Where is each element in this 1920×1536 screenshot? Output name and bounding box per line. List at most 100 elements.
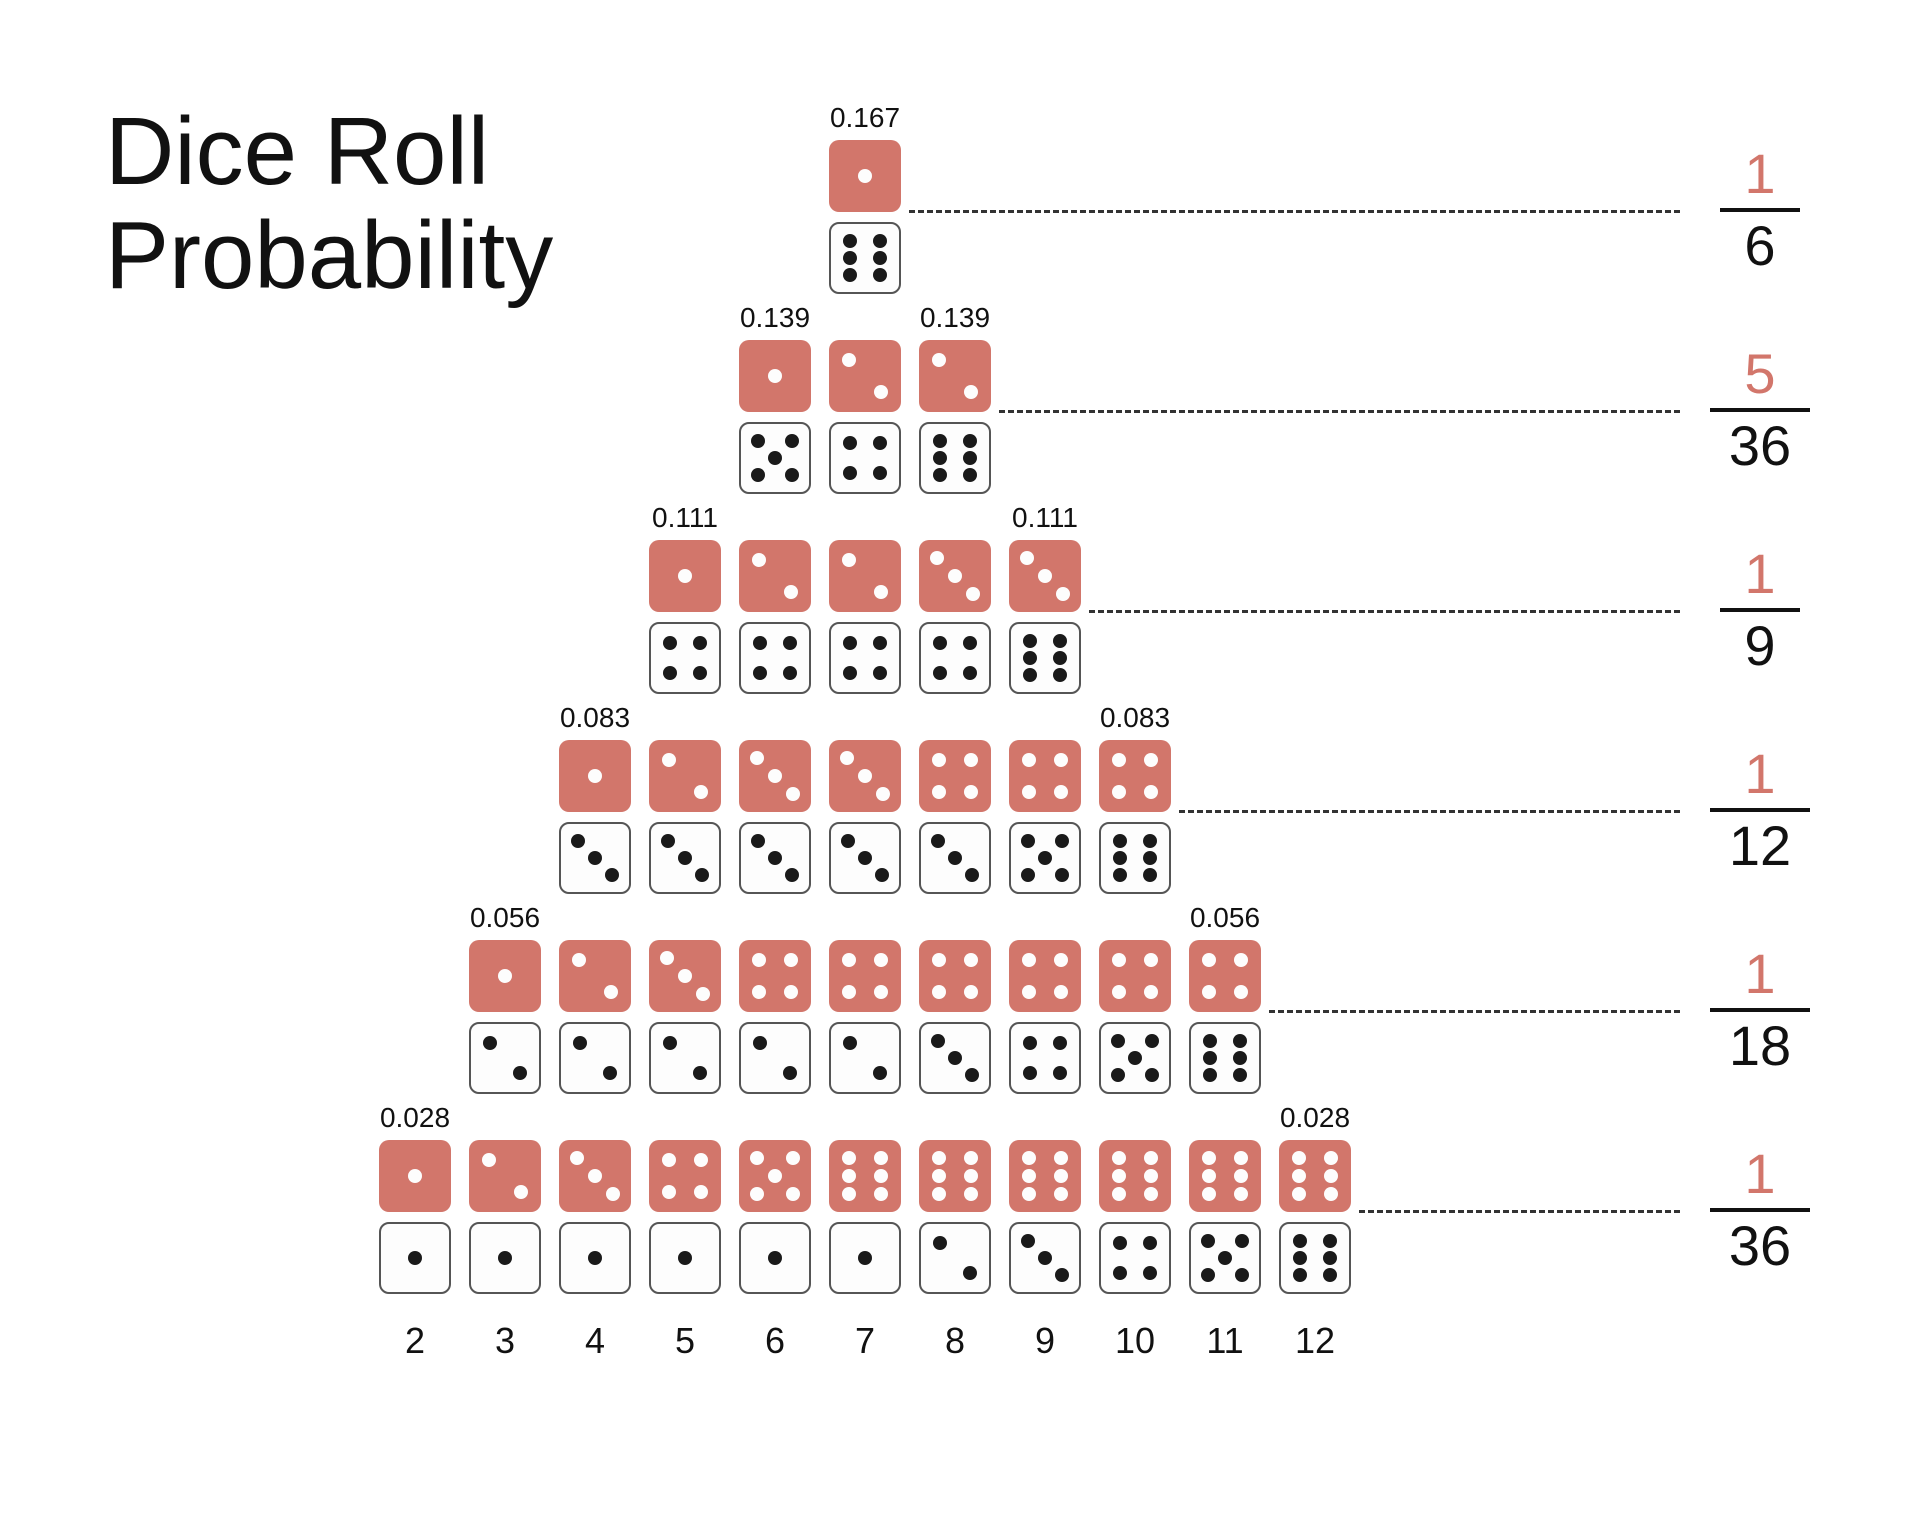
dice-pair bbox=[649, 940, 721, 1094]
red-die-3 bbox=[919, 540, 991, 612]
prob-label-right: 0.056 bbox=[1179, 902, 1271, 934]
dice-pairs-row-4 bbox=[469, 940, 1261, 1094]
dice-pair bbox=[1189, 940, 1261, 1094]
fraction-denominator: 12 bbox=[1700, 818, 1820, 874]
fraction-bar bbox=[1710, 408, 1810, 412]
dice-pairs-row-5 bbox=[379, 1140, 1351, 1294]
white-die-6 bbox=[1099, 822, 1171, 894]
white-die-6 bbox=[829, 222, 901, 294]
dice-pair bbox=[469, 1140, 541, 1294]
white-die-5 bbox=[1009, 822, 1081, 894]
fraction-bar bbox=[1710, 808, 1810, 812]
white-die-1 bbox=[469, 1222, 541, 1294]
row-0 bbox=[0, 140, 1920, 300]
red-die-4 bbox=[919, 740, 991, 812]
white-die-4 bbox=[649, 622, 721, 694]
dice-pair bbox=[919, 340, 991, 494]
red-die-4 bbox=[1099, 740, 1171, 812]
red-die-1 bbox=[739, 340, 811, 412]
red-die-3 bbox=[829, 740, 901, 812]
red-die-1 bbox=[379, 1140, 451, 1212]
dice-pair bbox=[1009, 540, 1081, 694]
red-die-4 bbox=[649, 1140, 721, 1212]
fraction-numerator: 1 bbox=[1700, 946, 1820, 1002]
white-die-2 bbox=[649, 1022, 721, 1094]
white-die-4 bbox=[1009, 1022, 1081, 1094]
red-die-4 bbox=[919, 940, 991, 1012]
white-die-3 bbox=[649, 822, 721, 894]
fraction-bar bbox=[1720, 608, 1800, 612]
prob-label-left: 0.056 bbox=[459, 902, 551, 934]
fraction-denominator: 36 bbox=[1700, 1218, 1820, 1274]
dice-pair bbox=[919, 540, 991, 694]
dice-pair bbox=[919, 940, 991, 1094]
white-die-4 bbox=[829, 422, 901, 494]
red-die-6 bbox=[1099, 1140, 1171, 1212]
dashed-connector bbox=[999, 410, 1680, 413]
sum-label-2: 2 bbox=[379, 1320, 451, 1362]
fraction-numerator: 1 bbox=[1700, 746, 1820, 802]
dice-pair bbox=[829, 540, 901, 694]
prob-label-right: 0.111 bbox=[999, 502, 1091, 534]
red-die-4 bbox=[1189, 940, 1261, 1012]
red-die-2 bbox=[739, 540, 811, 612]
dice-pair bbox=[559, 740, 631, 894]
dice-pair bbox=[1189, 1140, 1261, 1294]
red-die-2 bbox=[829, 540, 901, 612]
dashed-connector bbox=[1179, 810, 1680, 813]
fraction: 136 bbox=[1700, 1146, 1820, 1274]
dice-pairs-row-0 bbox=[829, 140, 901, 294]
dice-pair bbox=[649, 1140, 721, 1294]
dice-pair bbox=[1009, 1140, 1081, 1294]
white-die-5 bbox=[739, 422, 811, 494]
white-die-3 bbox=[1009, 1222, 1081, 1294]
red-die-1 bbox=[469, 940, 541, 1012]
red-die-2 bbox=[559, 940, 631, 1012]
sum-label-8: 8 bbox=[919, 1320, 991, 1362]
white-die-1 bbox=[379, 1222, 451, 1294]
white-die-2 bbox=[739, 1022, 811, 1094]
white-die-2 bbox=[469, 1022, 541, 1094]
red-die-6 bbox=[1189, 1140, 1261, 1212]
dice-pair bbox=[379, 1140, 451, 1294]
sum-label-6: 6 bbox=[739, 1320, 811, 1362]
fraction: 112 bbox=[1700, 746, 1820, 874]
dice-pair bbox=[469, 940, 541, 1094]
red-die-3 bbox=[559, 1140, 631, 1212]
prob-label-left: 0.028 bbox=[369, 1102, 461, 1134]
dice-pair bbox=[829, 140, 901, 294]
red-die-5 bbox=[739, 1140, 811, 1212]
red-die-2 bbox=[469, 1140, 541, 1212]
white-die-6 bbox=[1189, 1022, 1261, 1094]
fraction: 16 bbox=[1700, 146, 1820, 274]
dice-pair bbox=[559, 1140, 631, 1294]
fraction-denominator: 6 bbox=[1700, 218, 1820, 274]
white-die-3 bbox=[829, 822, 901, 894]
red-die-4 bbox=[739, 940, 811, 1012]
dashed-connector bbox=[1359, 1210, 1680, 1213]
prob-label-left: 0.083 bbox=[549, 702, 641, 734]
white-die-4 bbox=[919, 622, 991, 694]
red-die-1 bbox=[649, 540, 721, 612]
white-die-3 bbox=[919, 1022, 991, 1094]
fraction-numerator: 1 bbox=[1700, 546, 1820, 602]
dice-pair bbox=[1099, 940, 1171, 1094]
red-die-4 bbox=[1009, 940, 1081, 1012]
dice-pair bbox=[739, 340, 811, 494]
sum-label-9: 9 bbox=[1009, 1320, 1081, 1362]
red-die-6 bbox=[829, 1140, 901, 1212]
red-die-1 bbox=[829, 140, 901, 212]
fraction-denominator: 18 bbox=[1700, 1018, 1820, 1074]
red-die-6 bbox=[1009, 1140, 1081, 1212]
red-die-2 bbox=[649, 740, 721, 812]
fraction: 118 bbox=[1700, 946, 1820, 1074]
white-die-5 bbox=[1099, 1022, 1171, 1094]
dice-pair bbox=[829, 740, 901, 894]
dashed-connector bbox=[909, 210, 1680, 213]
dashed-connector bbox=[1089, 610, 1680, 613]
fraction-bar bbox=[1720, 208, 1800, 212]
red-die-6 bbox=[919, 1140, 991, 1212]
row-2 bbox=[0, 540, 1920, 700]
white-die-4 bbox=[1099, 1222, 1171, 1294]
dice-pair bbox=[1099, 740, 1171, 894]
